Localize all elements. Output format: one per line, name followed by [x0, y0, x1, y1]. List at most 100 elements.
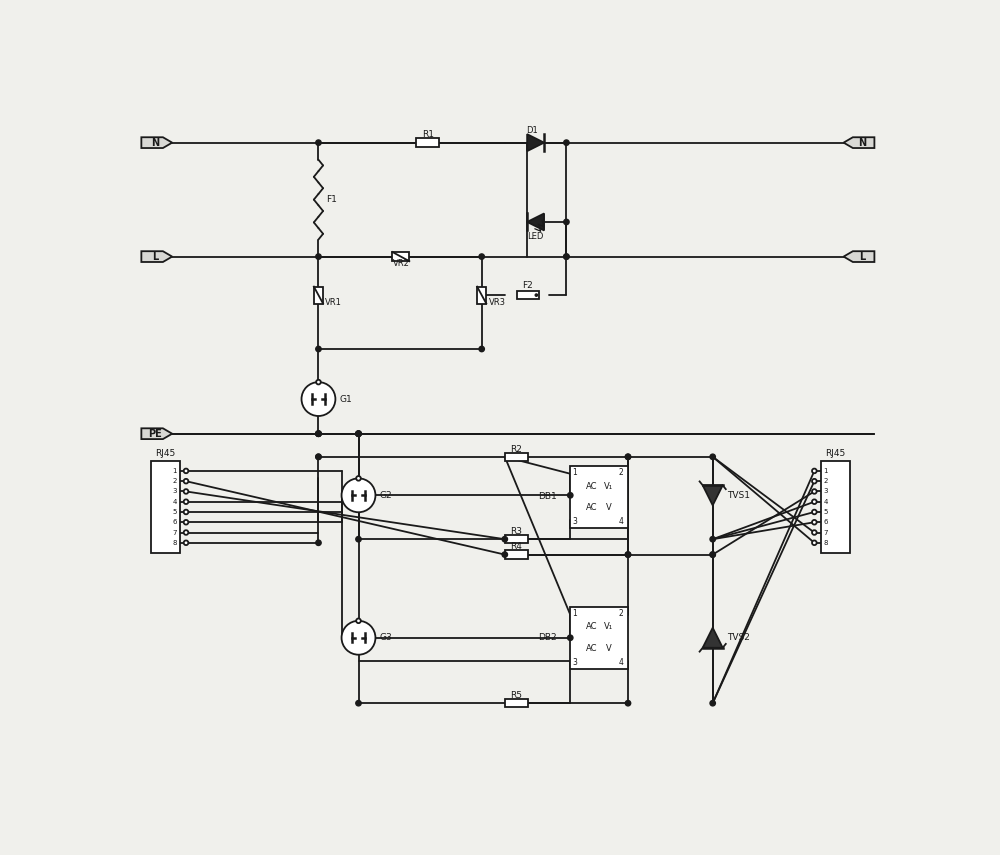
Circle shape: [812, 530, 817, 535]
Circle shape: [710, 551, 715, 557]
Polygon shape: [703, 628, 723, 648]
Circle shape: [356, 431, 361, 436]
Bar: [314, 286, 323, 304]
Text: 4: 4: [619, 657, 624, 667]
Circle shape: [535, 294, 538, 296]
Text: 3: 3: [172, 488, 177, 494]
Text: 5: 5: [172, 509, 177, 515]
Circle shape: [184, 479, 188, 483]
Text: 2: 2: [172, 478, 177, 484]
Polygon shape: [141, 251, 172, 262]
Polygon shape: [141, 428, 172, 439]
Polygon shape: [844, 138, 874, 148]
Text: F2: F2: [523, 281, 533, 291]
Text: R5: R5: [510, 691, 522, 700]
Text: R1: R1: [422, 131, 434, 139]
Circle shape: [502, 551, 507, 557]
Circle shape: [625, 454, 631, 459]
Circle shape: [316, 540, 321, 545]
Text: V₁: V₁: [604, 481, 613, 491]
Circle shape: [316, 380, 321, 385]
Text: F1: F1: [326, 195, 337, 204]
Text: G2: G2: [379, 491, 392, 500]
Bar: [477, 286, 486, 304]
Text: 6: 6: [824, 519, 828, 525]
Circle shape: [812, 469, 817, 473]
Circle shape: [710, 454, 715, 459]
Circle shape: [568, 492, 573, 498]
Bar: [570, 466, 628, 528]
Text: N: N: [151, 138, 159, 148]
Text: VR1: VR1: [325, 298, 342, 307]
Circle shape: [342, 478, 375, 512]
Text: 3: 3: [573, 517, 577, 526]
Circle shape: [812, 510, 817, 515]
Text: 4: 4: [619, 517, 624, 526]
Text: 2: 2: [619, 609, 624, 617]
Circle shape: [356, 431, 361, 436]
Text: 2: 2: [619, 468, 624, 477]
Circle shape: [316, 431, 321, 436]
Text: TVS2: TVS2: [727, 634, 750, 642]
Circle shape: [479, 254, 484, 259]
Circle shape: [184, 510, 188, 515]
Circle shape: [564, 140, 569, 145]
Text: 7: 7: [824, 529, 828, 535]
Bar: [821, 461, 850, 553]
Text: G3: G3: [379, 634, 392, 642]
Circle shape: [502, 536, 507, 542]
Text: 8: 8: [172, 540, 177, 545]
Circle shape: [710, 551, 715, 557]
Circle shape: [812, 499, 817, 504]
Circle shape: [812, 479, 817, 483]
Circle shape: [710, 700, 715, 706]
Circle shape: [184, 540, 188, 545]
Circle shape: [316, 454, 321, 459]
Text: 3: 3: [573, 657, 577, 667]
Circle shape: [316, 346, 321, 351]
Text: VR2: VR2: [393, 259, 410, 268]
Text: 1: 1: [172, 468, 177, 474]
Circle shape: [356, 700, 361, 706]
Polygon shape: [141, 138, 172, 148]
Circle shape: [302, 382, 335, 416]
Text: DB1: DB1: [538, 492, 556, 501]
Bar: [392, 252, 409, 262]
Bar: [505, 699, 528, 707]
Circle shape: [564, 254, 569, 259]
Circle shape: [568, 635, 573, 640]
Circle shape: [564, 254, 569, 259]
Bar: [570, 607, 628, 669]
Bar: [505, 535, 528, 544]
Text: TVS1: TVS1: [727, 491, 750, 500]
Text: V: V: [605, 503, 611, 512]
Text: D1: D1: [526, 126, 538, 135]
Text: R3: R3: [510, 527, 522, 536]
Text: AC: AC: [586, 622, 597, 632]
Bar: [505, 452, 528, 461]
Circle shape: [625, 700, 631, 706]
Circle shape: [316, 431, 321, 436]
Text: L: L: [859, 251, 865, 262]
Circle shape: [625, 551, 631, 557]
Circle shape: [316, 431, 321, 436]
Text: 3: 3: [824, 488, 828, 494]
Polygon shape: [527, 134, 544, 151]
Circle shape: [184, 530, 188, 535]
Text: 1: 1: [573, 609, 577, 617]
Circle shape: [356, 431, 361, 436]
Bar: [517, 291, 539, 299]
Circle shape: [479, 346, 484, 351]
Text: VR3: VR3: [489, 298, 506, 307]
Circle shape: [316, 140, 321, 145]
Circle shape: [710, 536, 715, 542]
Circle shape: [184, 469, 188, 473]
Circle shape: [564, 219, 569, 225]
Text: R2: R2: [510, 445, 522, 454]
Circle shape: [812, 540, 817, 545]
Text: 1: 1: [573, 468, 577, 477]
Circle shape: [184, 499, 188, 504]
Text: 4: 4: [172, 498, 177, 504]
Polygon shape: [703, 486, 723, 505]
Circle shape: [625, 551, 631, 557]
